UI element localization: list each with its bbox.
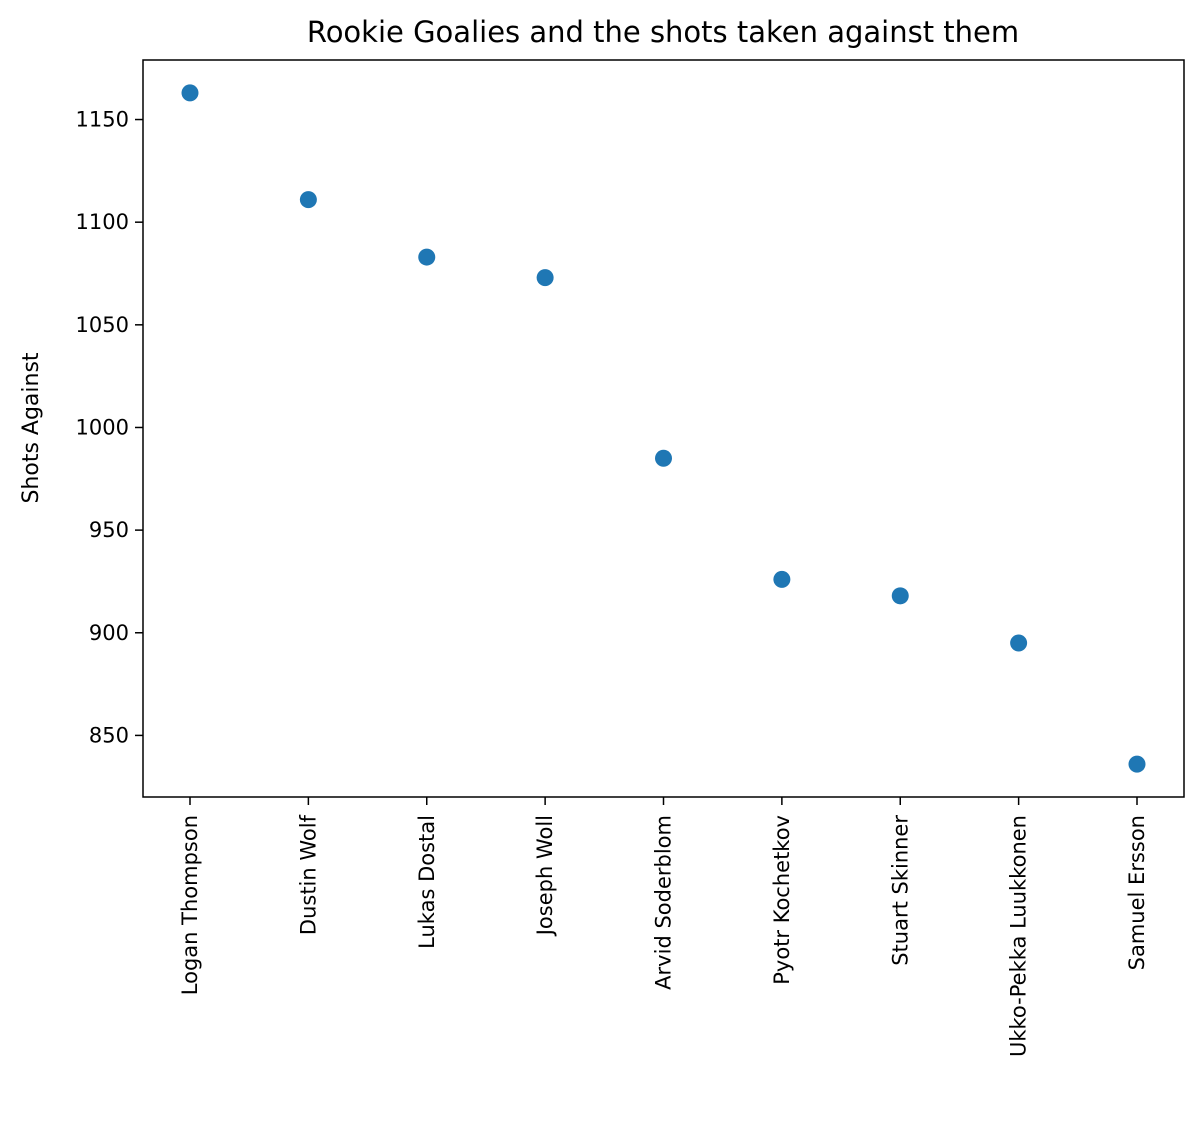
x-axis-ticks: Logan Thompson Dustin Wolf Lukas Dostal Jos…: [178, 797, 1149, 1057]
data-point: [299, 191, 317, 209]
y-axis-ticks: 850 900 950 1000 1050 1100 1150: [76, 108, 143, 747]
y-tick-label: 1000: [76, 415, 129, 439]
data-point: [891, 587, 909, 605]
data-point: [773, 570, 791, 588]
x-tick-label: Ukko-Pekka Luukkonen: [1007, 815, 1031, 1057]
y-tick-label: 1050: [76, 313, 129, 337]
data-point: [418, 248, 436, 266]
plot-frame: [142, 59, 1185, 798]
data-point: [1010, 634, 1028, 652]
x-tick-label: Pyotr Kochetkov: [770, 815, 794, 985]
y-axis-label: Shots Against: [19, 352, 44, 503]
x-tick-label: Joseph Woll: [533, 815, 557, 937]
data-point: [181, 84, 199, 102]
x-tick-label: Logan Thompson: [178, 815, 202, 995]
y-tick-label: 950: [89, 518, 129, 542]
data-point: [536, 269, 554, 287]
data-point: [1128, 755, 1146, 773]
data-point: [655, 449, 672, 467]
x-tick-label: Stuart Skinner: [888, 815, 912, 966]
chart-title: Rookie Goalies and the shots taken again…: [307, 15, 1019, 49]
x-tick-label: Arvid Soderblom: [652, 815, 676, 990]
x-tick-label: Samuel Ersson: [1125, 815, 1149, 970]
y-tick-label: 850: [89, 723, 129, 747]
x-tick-label: Lukas Dostal: [415, 815, 439, 949]
y-tick-label: 1100: [76, 210, 129, 234]
data-points: [181, 84, 1146, 773]
y-tick-label: 900: [89, 621, 129, 645]
y-tick-label: 1150: [76, 108, 129, 132]
x-tick-label: Dustin Wolf: [296, 814, 320, 935]
